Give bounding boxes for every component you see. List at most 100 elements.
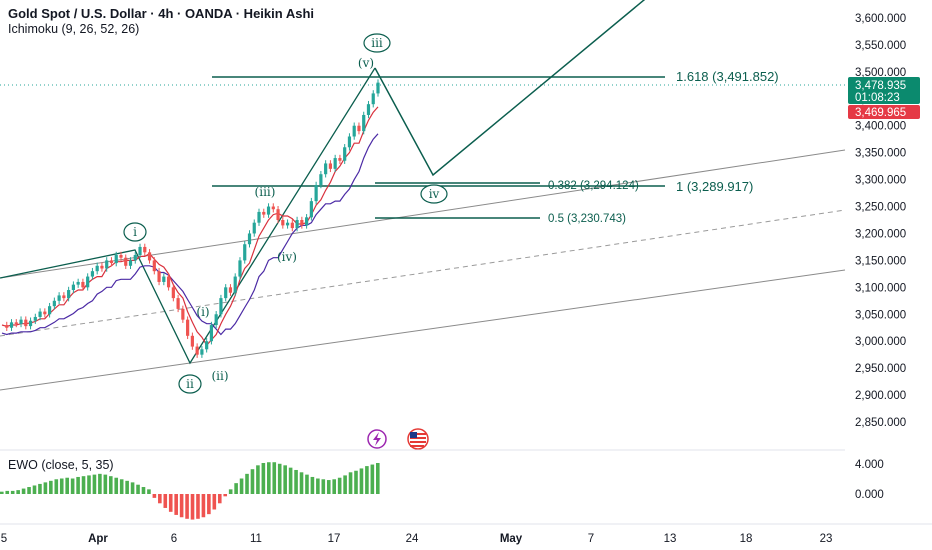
wave-label-paren-iv: (iv) (277, 250, 297, 264)
time-tick: 6 (171, 533, 177, 545)
ewo-bar (38, 483, 42, 494)
candle-body (195, 346, 199, 355)
candle-body (205, 341, 209, 350)
ewo-bar (5, 490, 10, 494)
svg-text:iv: iv (429, 187, 440, 201)
ewo-indicator-label[interactable]: EWO (close, 5, 35) (8, 458, 114, 472)
ewo-bar (168, 494, 173, 512)
wave-label-paren-iii: (iii) (255, 185, 276, 199)
candle-body (95, 265, 99, 272)
ichimoku-base-line (1, 133, 379, 336)
ewo-bar (103, 474, 108, 494)
time-tick: 7 (588, 533, 594, 545)
second-price-box: 3,469.965 (848, 105, 920, 119)
last-price-box: 3,478.935 01:08:23 (848, 77, 920, 104)
ewo-bar (272, 462, 277, 494)
ewo-bar (207, 494, 211, 515)
candle-body (300, 220, 304, 226)
ewo-bar (337, 477, 342, 494)
candle-body (285, 222, 290, 226)
ewo-bar (125, 480, 129, 494)
time-tick: May (500, 533, 523, 545)
candle-body (67, 290, 71, 299)
ewo-bar (250, 469, 255, 494)
ewo-bar (163, 494, 168, 508)
time-tick: 13 (664, 533, 677, 545)
candle-body (90, 271, 95, 277)
candle-body (5, 325, 9, 328)
candle-body (176, 298, 180, 309)
candle-body (243, 244, 247, 261)
ewo-bar (256, 465, 260, 494)
ewo-histogram (0, 462, 380, 520)
price-axis[interactable]: 3,600.0003,550.0003,500.0003,450.0003,40… (855, 13, 906, 429)
time-tick: 17 (328, 533, 341, 545)
ichimoku-conversion-line (1, 106, 379, 347)
candle-body (62, 295, 66, 299)
price-tick: 2,950.000 (855, 363, 906, 375)
ewo-tick-0: 0.000 (855, 489, 884, 501)
ewo-bar (43, 482, 48, 494)
candle-body (266, 206, 271, 215)
price-tick: 3,200.000 (855, 228, 906, 240)
ewo-bar (354, 470, 358, 494)
ewo-bar (228, 489, 233, 494)
candle-body (328, 163, 333, 169)
candle-body (186, 319, 190, 336)
ewo-bar (365, 466, 369, 494)
wave-iv-v-projection (374, 0, 646, 177)
candle-body (147, 252, 152, 261)
candle-body (152, 260, 156, 272)
ewo-bar (119, 479, 124, 494)
candle-body (362, 114, 366, 132)
ewo-bar (376, 463, 380, 494)
candle-body (109, 260, 114, 264)
ewo-bar (288, 467, 293, 494)
chart-title: Gold Spot / U.S. Dollar · 4h · OANDA · H… (8, 6, 314, 21)
candle-body (305, 217, 309, 226)
ewo-bar (310, 476, 315, 494)
candle-body (47, 306, 52, 315)
ewo-bar (294, 469, 298, 494)
fib-1618-label: 1.618 (3,491.852) (676, 69, 779, 84)
ewo-bar (147, 489, 151, 494)
ewo-bar (223, 494, 228, 497)
price-tick: 3,150.000 (855, 255, 906, 267)
candle-body (181, 308, 185, 320)
candle-body (9, 322, 14, 328)
ewo-bar (217, 494, 222, 504)
price-tick: 2,850.000 (855, 417, 906, 429)
second-price-value: 3,469.965 (855, 107, 906, 119)
ewo-bar (201, 494, 206, 518)
ewo-bar (305, 474, 309, 494)
candle-body (200, 349, 204, 355)
ewo-bar (136, 484, 140, 494)
candle-body (252, 222, 256, 234)
candle-body (133, 255, 137, 261)
candle-body (119, 255, 123, 258)
ichimoku-indicator-label[interactable]: Ichimoku (9, 26, 52, 26) (8, 22, 140, 36)
svg-text:ii: ii (186, 377, 194, 391)
candle-body (352, 125, 356, 137)
svg-text:iii: iii (371, 36, 383, 50)
ewo-bar (158, 494, 162, 504)
ewo-bar (326, 480, 331, 494)
ewo-bar (70, 478, 75, 494)
ewo-bar (321, 479, 326, 494)
ewo-bar (21, 488, 26, 494)
ewo-bar (332, 479, 337, 494)
time-axis[interactable]: 5 Apr 6 11 17 24 May 7 13 18 23 (1, 533, 833, 545)
candle-body (86, 276, 90, 288)
ewo-bar (277, 463, 282, 494)
candle-body (376, 82, 380, 94)
us-flag-event-icon[interactable] (407, 428, 429, 450)
candle-body (166, 276, 171, 288)
candle-body (371, 93, 375, 105)
candle-body (343, 147, 347, 161)
ewo-bar (174, 494, 178, 515)
lightning-event-icon[interactable] (367, 429, 387, 449)
candle-body (319, 174, 323, 185)
wave-label-i: i (123, 222, 147, 242)
ewo-bar (267, 462, 271, 494)
